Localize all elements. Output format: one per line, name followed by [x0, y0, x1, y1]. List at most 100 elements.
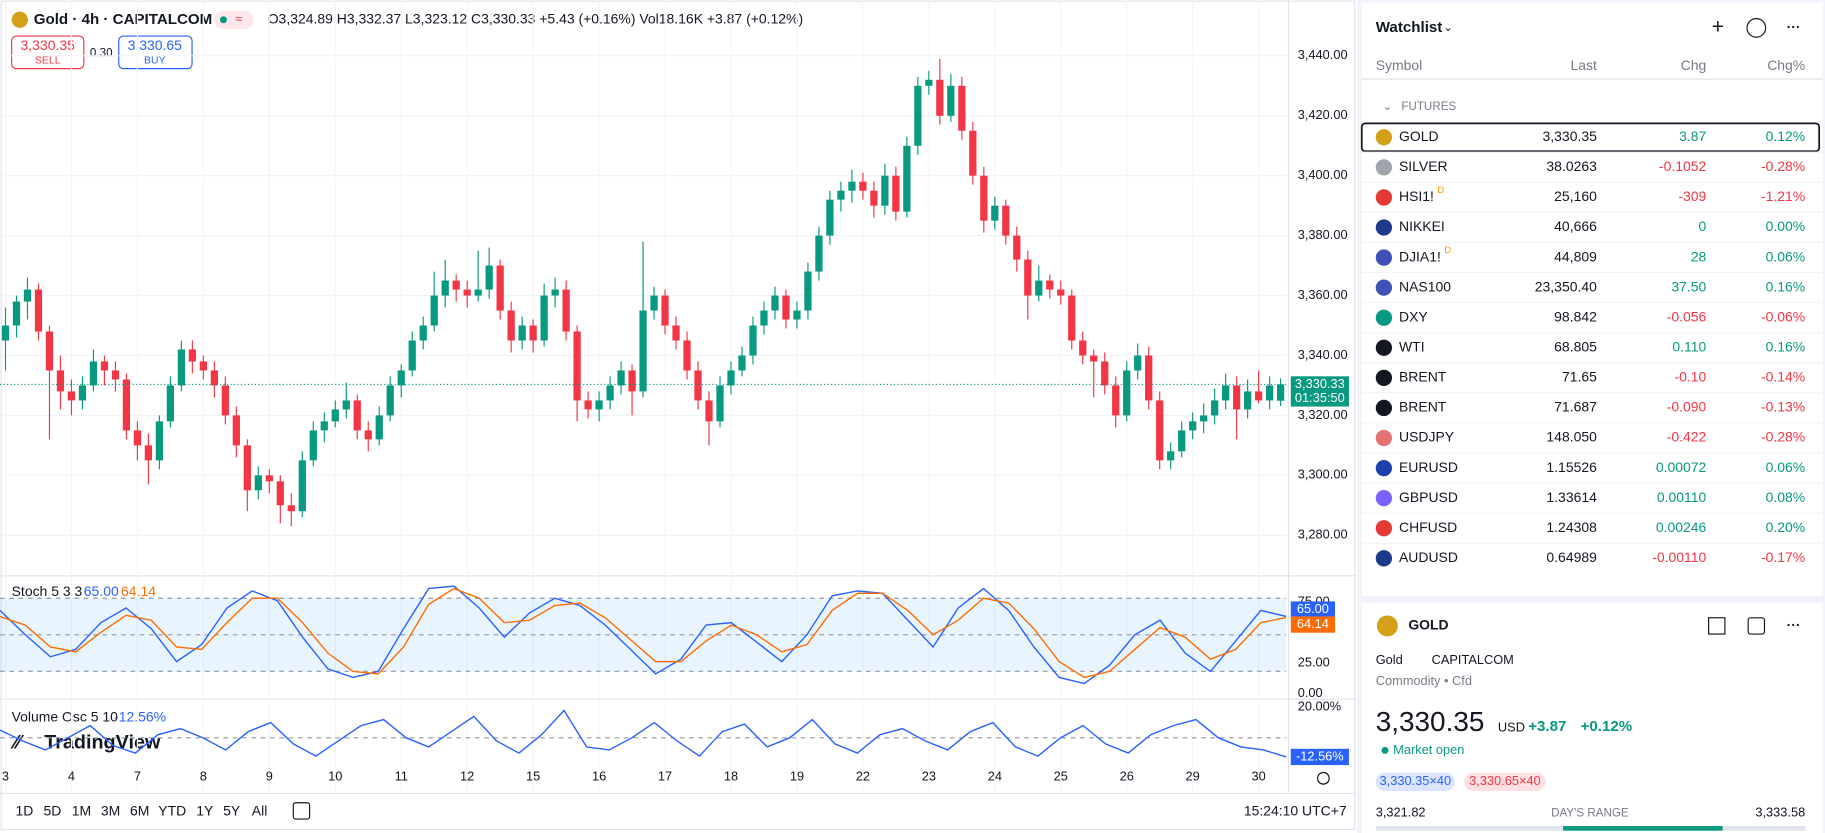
row-change: 3.87: [1679, 128, 1706, 144]
candle-body: [551, 289, 559, 296]
volosc-axis-value: -12.56%: [1296, 748, 1344, 763]
candle-body: [672, 325, 680, 341]
row-change: 0.00110: [1657, 489, 1707, 505]
row-symbol[interactable]: EURUSD: [1399, 459, 1458, 475]
sell-button[interactable]: [11, 35, 85, 70]
candle-body: [474, 289, 482, 296]
row-symbol[interactable]: DJIA1!: [1399, 248, 1441, 264]
range-button[interactable]: 1D: [16, 803, 34, 819]
row-symbol[interactable]: SILVER: [1399, 158, 1448, 174]
range-button[interactable]: 3M: [101, 803, 120, 819]
row-icon: [1375, 339, 1393, 356]
row-change: -0.422: [1667, 429, 1707, 445]
candle-body: [1167, 451, 1175, 461]
more-menu[interactable]: ···: [1787, 19, 1801, 35]
range-button[interactable]: 6M: [130, 803, 149, 819]
row-symbol[interactable]: CHFUSD: [1399, 519, 1457, 535]
layout-icon[interactable]: [1708, 617, 1726, 635]
status-pill[interactable]: [214, 10, 254, 30]
section-title[interactable]: FUTURES: [1401, 100, 1456, 113]
watchlist-title[interactable]: Watchlist: [1376, 19, 1443, 36]
candle-body: [375, 415, 383, 440]
details-more[interactable]: ···: [1787, 617, 1801, 633]
row-symbol[interactable]: BRENT: [1399, 369, 1447, 385]
candle-body: [694, 370, 702, 401]
row-change: 28: [1691, 248, 1707, 264]
details-name[interactable]: Gold: [1376, 652, 1403, 667]
stoch-value-box: [1290, 601, 1335, 618]
row-change: 0: [1699, 218, 1707, 234]
column-header[interactable]: Last: [1570, 57, 1597, 73]
range-high: 3,333.58: [1755, 805, 1805, 820]
time-tick-label: 11: [395, 769, 408, 784]
column-header[interactable]: Symbol: [1376, 57, 1423, 73]
row-symbol[interactable]: NAS100: [1399, 278, 1451, 294]
candle-body: [34, 289, 43, 332]
candle-body: [584, 400, 592, 410]
candle-body: [705, 400, 713, 422]
row-symbol[interactable]: BRENT: [1399, 399, 1447, 415]
watchlist-dropdown[interactable]: ⌄: [1443, 21, 1453, 34]
candle-body: [188, 349, 196, 362]
candle-body: [1112, 385, 1120, 416]
range-low: 3,321.82: [1376, 805, 1426, 820]
candle-body: [936, 79, 944, 116]
edit-icon[interactable]: [1747, 617, 1766, 635]
last-price-label: 3,330.33: [1295, 376, 1345, 391]
time-tick-label: 8: [200, 769, 207, 784]
candle-body: [199, 361, 207, 371]
settings-icon[interactable]: [1316, 771, 1330, 785]
row-symbol[interactable]: HSI1!: [1399, 188, 1434, 204]
candle-body: [958, 85, 966, 131]
row-symbol[interactable]: USDJPY: [1399, 429, 1454, 445]
row-symbol[interactable]: GOLD: [1399, 128, 1439, 144]
range-button[interactable]: 5D: [43, 803, 61, 819]
candle-body: [925, 79, 933, 86]
row-symbol[interactable]: DXY: [1399, 308, 1428, 324]
section-toggle[interactable]: ⌄: [1382, 100, 1392, 113]
candle-body: [518, 325, 526, 341]
buy-label: BUY: [144, 55, 166, 66]
details-kind: Commodity • Cfd: [1376, 673, 1472, 688]
row-change-pct: -0.28%: [1761, 158, 1805, 174]
range-button[interactable]: All: [252, 803, 268, 819]
status-dot: [219, 16, 227, 24]
advanced-view[interactable]: [1746, 18, 1767, 38]
row-symbol[interactable]: WTI: [1399, 338, 1425, 354]
symbol-title[interactable]: Gold · 4h · CAPITALCOM: [34, 11, 213, 28]
details-symbol[interactable]: GOLD: [1408, 617, 1448, 633]
range-button[interactable]: 1Y: [196, 803, 213, 819]
row-icon: [1375, 309, 1393, 326]
row-symbol[interactable]: AUDUSD: [1399, 549, 1458, 565]
range-button[interactable]: 5Y: [223, 803, 240, 819]
column-header[interactable]: Chg%: [1767, 57, 1805, 73]
range-button[interactable]: 1M: [72, 803, 91, 819]
candle-body: [1090, 355, 1098, 362]
range-button[interactable]: YTD: [158, 803, 186, 819]
price-tick-label: 3,320.00: [1298, 407, 1348, 422]
column-header[interactable]: Chg: [1681, 57, 1707, 73]
candle-body: [1200, 415, 1208, 422]
row-symbol[interactable]: GBPUSD: [1399, 489, 1458, 505]
row-change-pct: 0.16%: [1766, 338, 1806, 354]
candle-body: [89, 361, 98, 386]
row-change-pct: 0.06%: [1766, 248, 1806, 264]
date-range-icon[interactable]: [292, 802, 311, 820]
time-tick-label: 26: [1120, 769, 1134, 784]
candle-body: [617, 370, 625, 386]
time-tick-label: 30: [1252, 769, 1266, 784]
row-change: 0.00072: [1656, 459, 1707, 475]
candle-body: [881, 175, 889, 206]
row-badge: D: [1437, 185, 1444, 195]
candle-body: [892, 175, 900, 212]
row-last: 0.64989: [1546, 549, 1597, 565]
row-symbol[interactable]: NIKKEI: [1399, 218, 1445, 234]
candle-body: [45, 331, 54, 371]
candle-body: [254, 475, 262, 491]
price-tick-label: 3,280.00: [1298, 527, 1348, 542]
add-symbol[interactable]: +: [1712, 15, 1724, 38]
clock: 15:24:10 UTC+7: [1244, 803, 1347, 819]
candle-body: [287, 505, 295, 512]
price-tick-label: 3,400.00: [1298, 167, 1348, 182]
